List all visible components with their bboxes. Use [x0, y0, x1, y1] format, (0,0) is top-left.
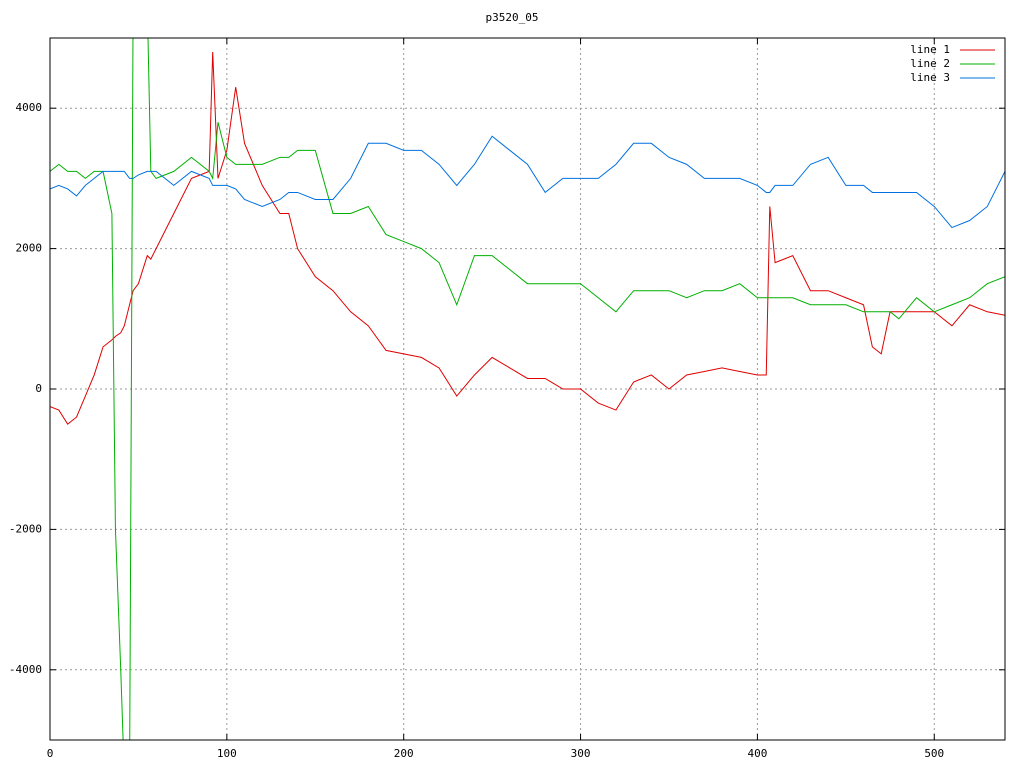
y-tick-label: 2000	[16, 242, 43, 255]
y-tick-label: 4000	[16, 101, 43, 114]
data-line	[50, 52, 1005, 425]
x-tick-label: 300	[571, 747, 591, 760]
legend-label: line 2	[910, 57, 950, 70]
legend-label: line 1	[910, 43, 950, 56]
data-line	[50, 38, 1005, 740]
chart-title: p3520_05	[486, 11, 539, 24]
plot-layer: -4000 -2000 0 2000 4000 0 100 200 300 400 500 line …	[9, 38, 1005, 760]
x-tick-label: 500	[924, 747, 944, 760]
x-tick-label: 0	[47, 747, 54, 760]
legend-label: line 3	[910, 71, 950, 84]
data-line	[50, 135, 1005, 229]
plot-frame	[49, 37, 1006, 741]
y-tick-label: -4000	[9, 663, 42, 676]
x-tick-label: 200	[394, 747, 414, 760]
x-tick-label: 100	[217, 747, 237, 760]
x-tick-label: 400	[747, 747, 767, 760]
y-tick-label: -2000	[9, 522, 42, 535]
y-tick-label: 0	[35, 382, 42, 395]
